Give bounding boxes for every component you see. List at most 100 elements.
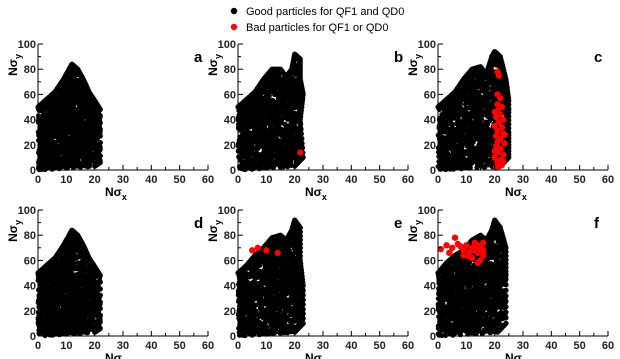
good-particle [60,133,65,139]
good-particle [287,104,293,109]
x-axis-label: Nσx [305,185,327,202]
good-particle [463,105,469,111]
bad-particles-b [297,149,304,156]
good-particle [453,154,459,160]
x-tick-label: 50 [174,174,186,186]
good-particle [464,150,469,156]
good-particle-edge [298,126,304,132]
good-particle [43,120,48,126]
good-particle [475,147,480,153]
good-particle-edge [97,120,103,126]
good-particle [282,134,288,139]
x-tick-label: 60 [402,174,414,186]
good-particle-edge [299,135,305,142]
good-particle [461,123,466,129]
good-particle [71,153,77,158]
good-particle [44,112,50,118]
good-particle [80,90,86,95]
good-particle [70,113,76,119]
good-particle [81,124,86,130]
good-particle [292,116,298,122]
good-particle [67,80,72,86]
good-particle [91,151,96,157]
good-particle [38,132,44,138]
good-particle [81,152,87,158]
good-particle [445,146,450,151]
good-particle [82,143,88,149]
good-particle-edge [97,113,103,119]
bad-particle-31 [491,147,498,155]
good-particle [75,98,81,104]
good-particle [63,113,69,119]
good-particle [486,76,491,82]
good-particle [51,107,57,113]
good-particle [44,132,50,138]
good-particle [247,152,253,157]
good-particle [487,140,493,146]
good-particle [468,119,473,125]
good-particle [472,101,478,106]
y-axis-label: Nσy [6,54,23,76]
good-particle [40,161,45,167]
good-particle [481,112,487,118]
good-particle [265,145,271,150]
good-particle [279,78,285,83]
good-particle [475,70,480,76]
x-tick-label: 0 [35,174,41,186]
good-particle [460,155,465,161]
good-particle [76,108,82,114]
x-tick-label: 50 [574,174,586,186]
good-particle [291,87,297,93]
good-particle [464,143,470,149]
good-particle [63,161,69,167]
good-particle [274,131,280,137]
good-particle [469,78,475,83]
good-particle [436,159,442,165]
good-particle [268,156,273,161]
good-particle [258,133,263,139]
good-particle [478,103,484,108]
good-particle [67,151,72,157]
good-particles-a [35,61,103,173]
bad-particle-30 [500,158,507,165]
good-particle [70,85,75,90]
good-particle [273,144,279,149]
good-particle [251,112,257,118]
good-particle [40,112,46,117]
y-tick-label: 20 [24,140,36,152]
good-particle [50,111,56,117]
good-particle [289,130,295,136]
good-particle [57,91,63,96]
x-tick-label: 10 [260,174,272,186]
y-tick-label: 80 [24,64,36,76]
good-particle [449,123,455,129]
good-particle [260,96,265,102]
good-particle-edge [299,140,305,146]
good-particle [77,130,82,136]
good-particle [81,128,87,134]
good-particle [56,102,61,108]
good-particle [493,61,498,67]
good-particle [478,88,484,94]
good-particle-edge [270,165,276,171]
good-particle [283,156,289,162]
bad-particle-4 [497,95,504,102]
good-particle [272,92,278,98]
bad-particle-29 [495,163,503,170]
good-particle [448,130,454,136]
good-particle-edge [97,146,103,152]
legend-label-1: Good particles for QF1 and QD0 [246,6,404,18]
good-particle [440,112,446,117]
good-particle [471,94,477,100]
good-particle [56,119,62,125]
good-particle [266,81,272,87]
good-particle [238,163,244,169]
good-particle [245,112,251,118]
good-particle [44,126,49,132]
good-particle [55,158,61,164]
good-particle [259,156,265,162]
good-particle [249,141,255,147]
legend-marker-2 [230,23,238,31]
good-particle [87,131,93,136]
